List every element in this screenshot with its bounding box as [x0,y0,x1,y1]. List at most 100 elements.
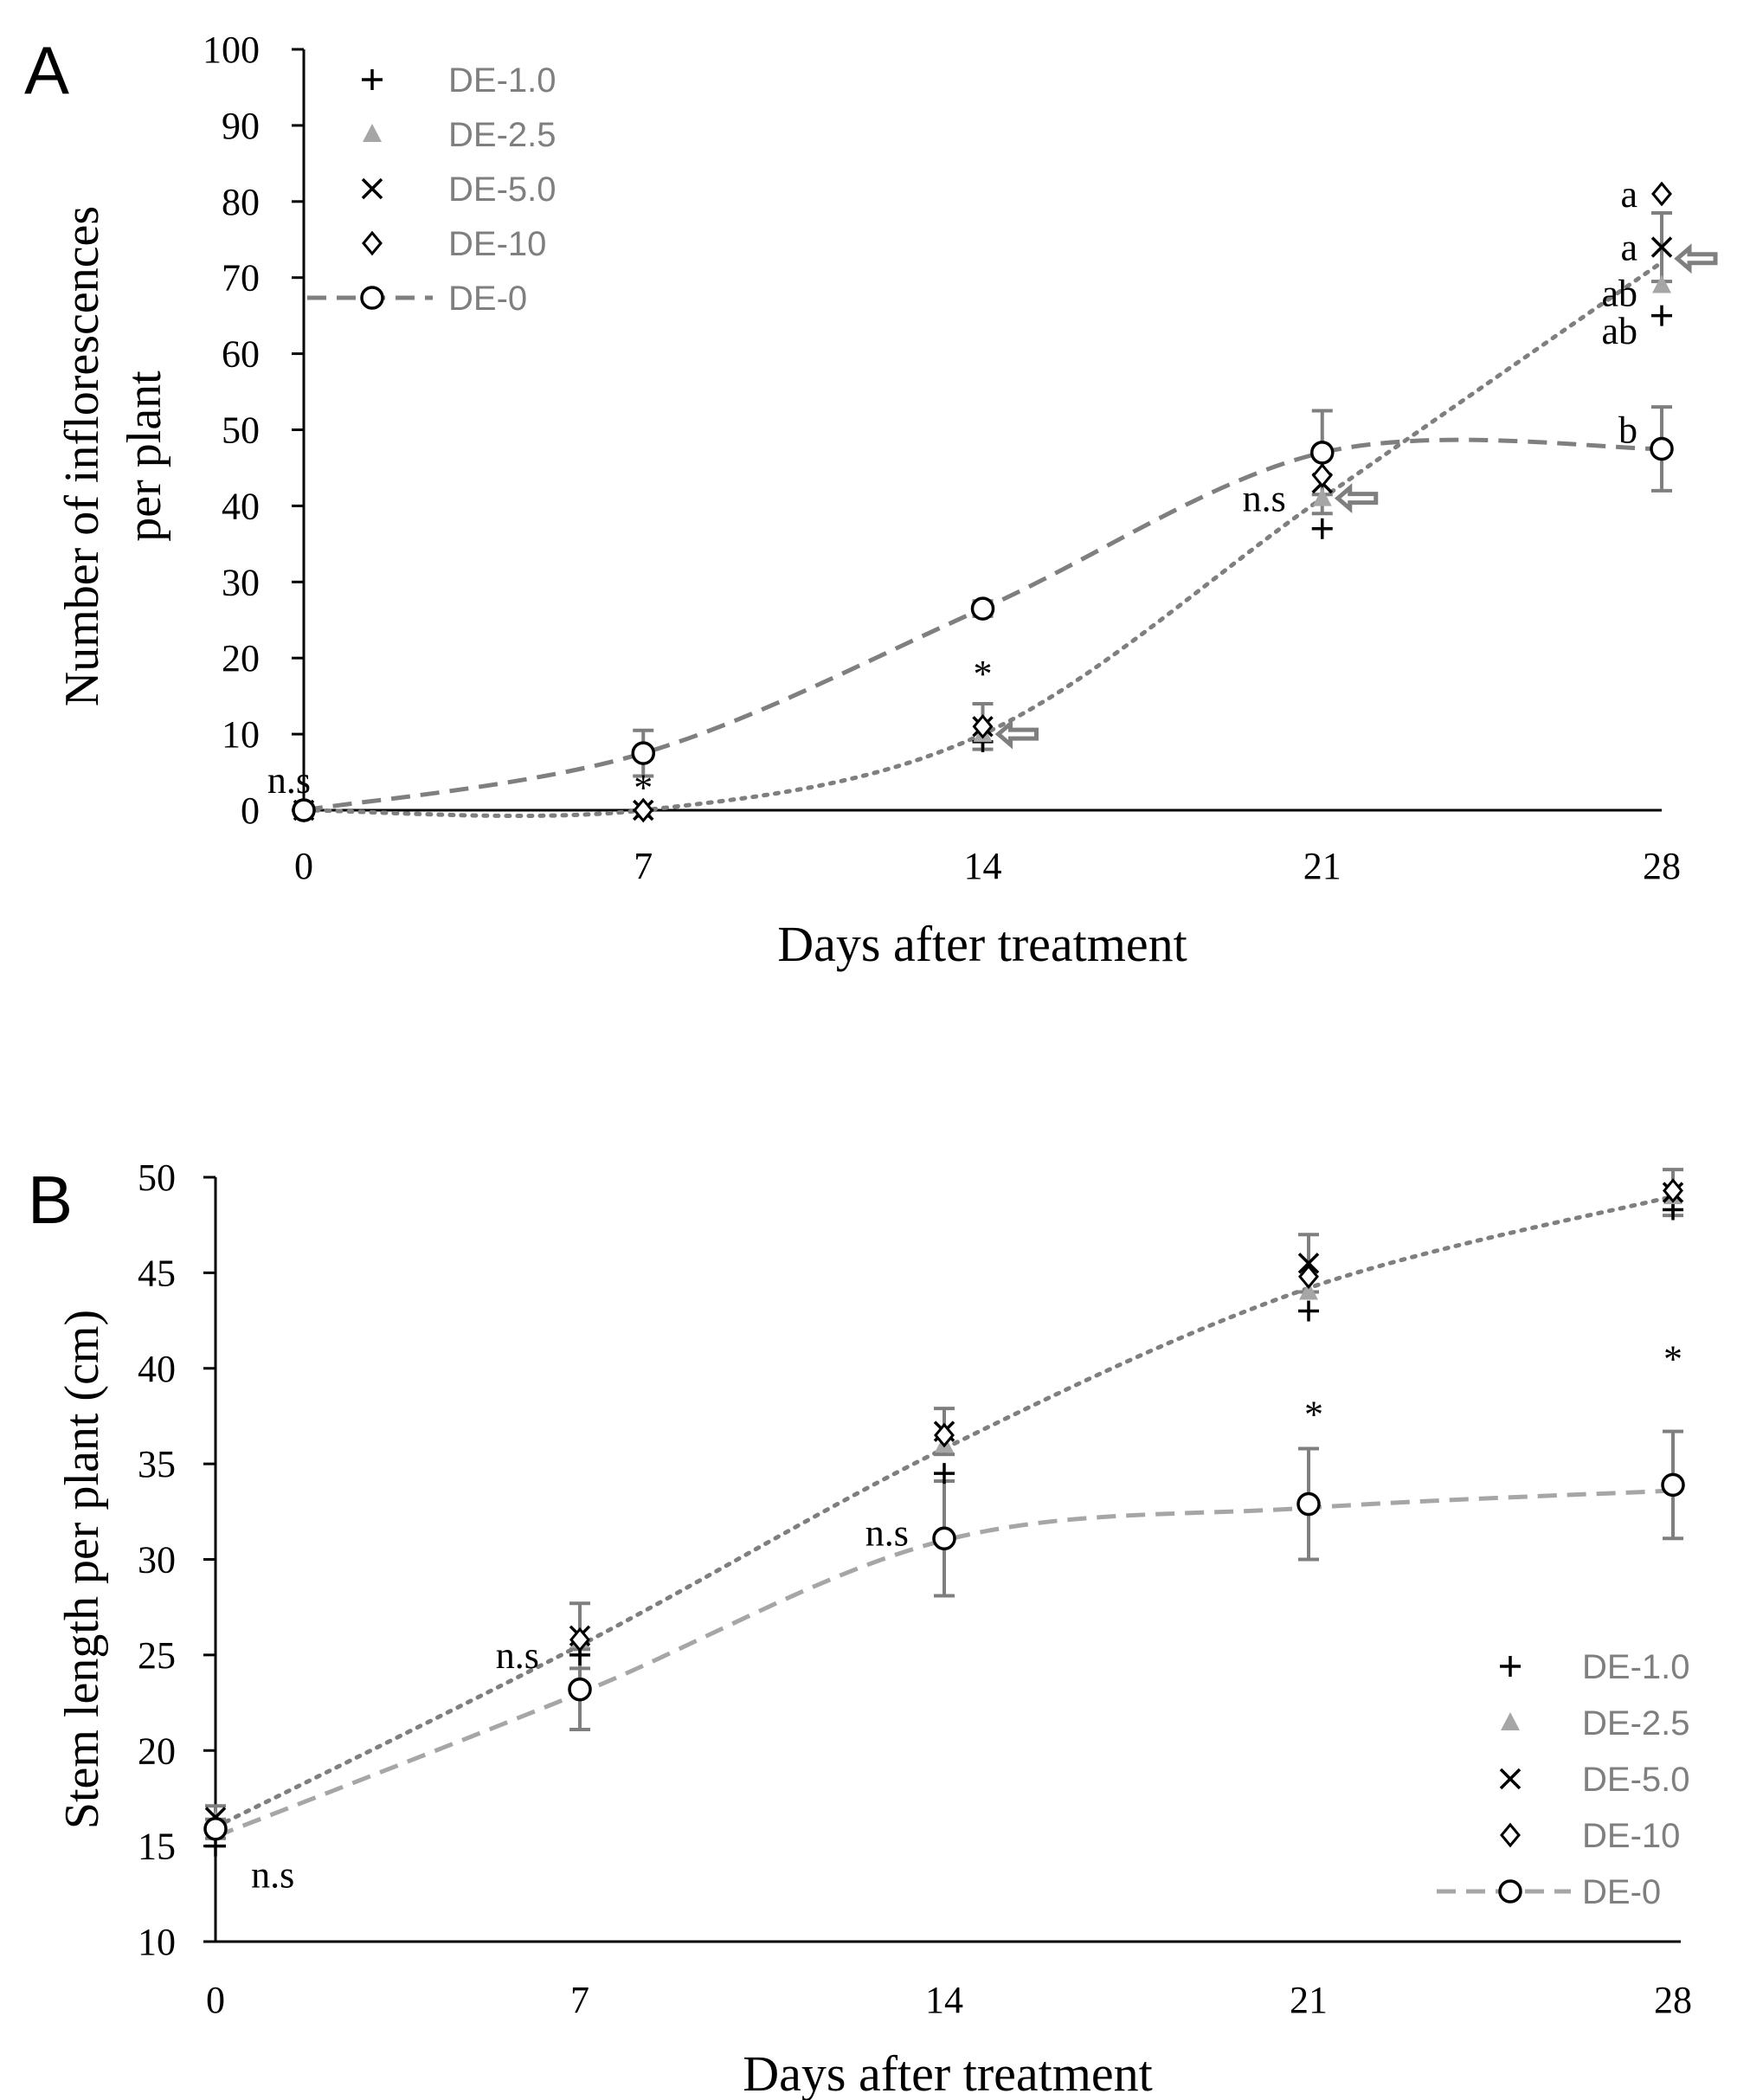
panel-a-legend: DE-1.0 DE-2.5 DE-5.0 DE-10 DE-0 [307,61,557,318]
x-tick-label: 21 [1290,1979,1328,2021]
significance-asterisk: * [634,767,653,809]
y-tick-label: 10 [222,713,260,756]
marker-plus [1296,1298,1321,1324]
significance-label: n.s [267,759,311,802]
x-tick-label: 0 [294,845,313,887]
significance-label: n.s [496,1634,539,1677]
arrow-left-icon [1334,483,1379,514]
marker-circle [970,596,995,621]
legend-label: DE-1.0 [448,61,557,100]
panel-a: A Number of inflorescences per plant 0 10… [24,29,1718,972]
y-tick-label: 70 [222,257,260,300]
legend-item: DE-0 [307,280,527,318]
significance-label: a [1620,173,1637,216]
legend-label: DE-1.0 [1582,1648,1690,1686]
legend-marker-triangle [363,124,382,142]
legend-item: DE-5.0 [1499,1761,1690,1799]
marker-circle [1661,1472,1685,1498]
legend-item: DE-2.5 [1501,1704,1690,1742]
marker-circle [932,1526,956,1550]
x-tick-label: 21 [1303,845,1341,887]
x-tick-label: 14 [925,1979,963,2021]
legend-marker-plus [360,68,384,92]
x-tick-label: 0 [206,1979,225,2021]
panel-a-y-axis-title: Number of inflorescences per plant [55,206,171,706]
y-tick-label: 40 [222,485,260,527]
y-tick-label: 50 [222,409,260,452]
y-tick-label: 100 [203,29,260,71]
y-tick-label: 15 [138,1826,176,1868]
marker-diamond [1312,463,1333,487]
y-tick-label: 25 [138,1634,176,1677]
y-tick-label: 35 [138,1443,176,1485]
y-tick-label: 30 [222,561,260,603]
legend-label: DE-10 [1582,1817,1680,1855]
panel-b-x-axis-title: Days after treatment [743,2045,1152,2100]
y-tick-label: 0 [241,789,260,832]
y-tick-label: 20 [222,637,260,680]
legend-marker-diamond [362,231,383,255]
y-tick-label: 30 [138,1539,176,1581]
significance-asterisk: * [1304,1394,1323,1436]
panel-a-x-axis-title: Days after treatment [777,916,1187,972]
marker-plus [1310,517,1335,541]
marker-circle [1650,436,1674,461]
legend-item: DE-2.5 [363,116,557,154]
significance-label: b [1618,409,1637,452]
marker-plus [1650,303,1674,328]
legend-label: DE-2.5 [448,116,557,154]
marker-diamond [1651,182,1672,206]
x-tick-label: 28 [1643,845,1681,887]
legend-marker-circle [1498,1879,1522,1904]
panel-a-y-axis-title-line1: Number of inflorescences [55,206,109,706]
panel-b: B Stem length per plant (cm) 10 15 20 25 30 3… [28,1156,1692,2100]
marker-circle [203,1817,228,1841]
x-tick-label: 7 [570,1979,589,2021]
legend-label: DE-10 [448,225,546,263]
significance-asterisk: * [1663,1338,1682,1381]
panel-b-y-axis-title: Stem length per plant (cm) [55,1310,109,1829]
significance-label: ab [1601,272,1637,314]
legend-marker-circle [360,286,384,310]
x-tick-label: 28 [1654,1979,1692,2021]
significance-label: n.s [1243,478,1286,520]
marker-circle [1296,1491,1321,1517]
marker-triangle [1652,274,1671,293]
legend-item: DE-1.0 [1498,1648,1690,1686]
panel-a-label: A [24,32,69,108]
y-tick-label: 60 [222,333,260,376]
y-tick-label: 10 [138,1921,176,1963]
arrow-left-icon [994,718,1039,750]
x-tick-label: 7 [634,845,653,887]
marker-circle [568,1677,592,1702]
legend-item: DE-1.0 [360,61,557,100]
marker-circle [292,798,316,822]
trendline-dashed [303,437,1663,813]
marker-diamond [934,1423,955,1447]
significance-label: n.s [865,1512,909,1555]
legend-item: DE-0 [1437,1873,1661,1911]
panel-b-legend: DE-1.0 DE-2.5 DE-5.0 DE-10 DE-0 [1437,1648,1690,1911]
legend-label: DE-0 [448,280,527,318]
legend-marker-triangle [1501,1712,1520,1730]
y-tick-label: 45 [138,1252,176,1294]
legend-item: DE-5.0 [361,171,557,209]
marker-circle [631,741,655,765]
legend-marker-diamond [1500,1823,1521,1847]
arrow-left-icon [1674,243,1718,274]
legend-marker-x [1499,1768,1522,1790]
trendline-dotted [301,260,1664,818]
legend-label: DE-5.0 [1582,1761,1690,1799]
legend-marker-x [361,177,383,200]
significance-label: n.s [251,1854,294,1897]
legend-label: DE-2.5 [1582,1704,1690,1742]
legend-label: DE-0 [1582,1873,1661,1911]
x-tick-label: 14 [964,845,1002,887]
trendline-dashed [215,1488,1674,1839]
significance-label: ab [1601,310,1637,352]
panel-b-label: B [28,1162,73,1238]
significance-label: a [1620,227,1637,269]
legend-marker-plus [1498,1654,1522,1678]
y-tick-label: 50 [138,1156,176,1199]
